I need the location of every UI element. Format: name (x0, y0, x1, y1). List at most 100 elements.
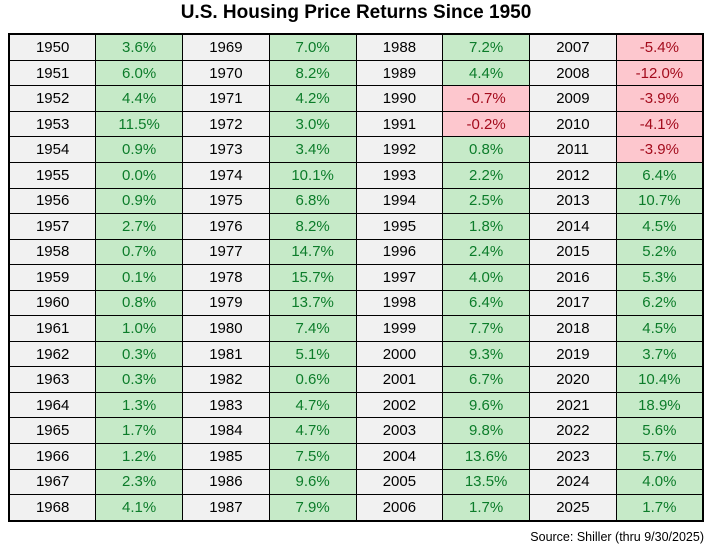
return-cell: 10.4% (615, 366, 704, 393)
year-cell: 1987 (182, 494, 270, 522)
return-cell: 0.3% (95, 366, 183, 393)
return-cell: 8.2% (268, 213, 357, 240)
return-cell: -12.0% (615, 59, 704, 87)
year-cell: 2008 (529, 59, 617, 87)
return-cell: 11.5% (95, 110, 183, 138)
return-cell: 14.7% (268, 238, 357, 266)
return-cell: 3.6% (95, 33, 183, 61)
year-cell: 1960 (8, 289, 97, 317)
return-cell: 6.0% (95, 59, 183, 87)
return-cell: 5.6% (615, 417, 704, 444)
year-cell: 1988 (355, 33, 444, 61)
return-cell: 5.3% (615, 264, 704, 291)
year-cell: 1989 (355, 59, 444, 87)
table-row: 1953 11.5% 1972 3.0% 1991 -0.2% 2010 -4.1% (8, 110, 704, 138)
table-row: 1950 3.6% 1969 7.0% 1988 7.2% 2007 -5.4% (8, 33, 704, 61)
return-cell: -0.7% (442, 85, 530, 112)
year-cell: 2025 (529, 494, 617, 522)
year-cell: 2023 (529, 442, 617, 470)
return-cell: 6.7% (442, 366, 530, 393)
year-cell: 1963 (8, 366, 97, 393)
return-cell: 1.2% (95, 442, 183, 470)
table-row: 1954 0.9% 1973 3.4% 1992 0.8% 2011 -3.9% (8, 136, 704, 163)
table-row: 1967 2.3% 1986 9.6% 2005 13.5% 2024 4.0% (8, 468, 704, 496)
year-cell: 2005 (355, 468, 444, 496)
year-cell: 1966 (8, 442, 97, 470)
year-cell: 2007 (529, 33, 617, 61)
year-cell: 1958 (8, 238, 97, 266)
year-cell: 1973 (182, 136, 270, 163)
return-cell: 15.7% (268, 264, 357, 291)
year-cell: 2006 (355, 494, 444, 522)
return-cell: 4.0% (615, 468, 704, 496)
year-cell: 1962 (8, 340, 97, 368)
return-cell: 3.0% (268, 110, 357, 138)
return-cell: -4.1% (615, 110, 704, 138)
table-row: 1964 1.3% 1983 4.7% 2002 9.6% 2021 18.9% (8, 391, 704, 419)
year-cell: 1993 (355, 161, 444, 189)
return-cell: 4.4% (95, 85, 183, 112)
return-cell: 3.7% (615, 340, 704, 368)
return-cell: 0.8% (442, 136, 530, 163)
return-cell: 0.1% (95, 264, 183, 291)
year-cell: 1954 (8, 136, 97, 163)
return-cell: 10.1% (268, 161, 357, 189)
year-cell: 1975 (182, 187, 270, 215)
year-cell: 2003 (355, 417, 444, 444)
return-cell: 6.8% (268, 187, 357, 215)
table-row: 1966 1.2% 1985 7.5% 2004 13.6% 2023 5.7% (8, 442, 704, 470)
return-cell: 10.7% (615, 187, 704, 215)
year-cell: 1997 (355, 264, 444, 291)
year-cell: 2001 (355, 366, 444, 393)
year-cell: 1984 (182, 417, 270, 444)
return-cell: 6.2% (615, 289, 704, 317)
year-cell: 1956 (8, 187, 97, 215)
year-cell: 1965 (8, 417, 97, 444)
return-cell: 8.2% (268, 59, 357, 87)
year-cell: 1991 (355, 110, 444, 138)
table-row: 1952 4.4% 1971 4.2% 1990 -0.7% 2009 -3.9% (8, 85, 704, 112)
return-cell: 13.5% (442, 468, 530, 496)
year-cell: 2022 (529, 417, 617, 444)
year-cell: 1976 (182, 213, 270, 240)
year-cell: 1980 (182, 315, 270, 342)
year-cell: 2021 (529, 391, 617, 419)
return-cell: 2.3% (95, 468, 183, 496)
year-cell: 1952 (8, 85, 97, 112)
return-cell: 0.6% (268, 366, 357, 393)
housing-returns-table-body: 1950 3.6% 1969 7.0% 1988 7.2% 2007 -5.4% 1951 6.0… (8, 33, 704, 522)
return-cell: 6.4% (442, 289, 530, 317)
year-cell: 1955 (8, 161, 97, 189)
return-cell: 4.0% (442, 264, 530, 291)
return-cell: -0.2% (442, 110, 530, 138)
return-cell: 0.3% (95, 340, 183, 368)
return-cell: 7.2% (442, 33, 530, 61)
year-cell: 1950 (8, 33, 97, 61)
return-cell: 0.9% (95, 136, 183, 163)
year-cell: 1985 (182, 442, 270, 470)
table-row: 1959 0.1% 1978 15.7% 1997 4.0% 2016 5.3% (8, 264, 704, 291)
year-cell: 2019 (529, 340, 617, 368)
return-cell: -3.9% (615, 136, 704, 163)
return-cell: 18.9% (615, 391, 704, 419)
return-cell: 4.7% (268, 391, 357, 419)
table-row: 1968 4.1% 1987 7.9% 2006 1.7% 2025 1.7% (8, 494, 704, 522)
return-cell: 2.5% (442, 187, 530, 215)
year-cell: 1983 (182, 391, 270, 419)
year-cell: 1969 (182, 33, 270, 61)
return-cell: -5.4% (615, 33, 704, 61)
return-cell: 0.0% (95, 161, 183, 189)
return-cell: 2.7% (95, 213, 183, 240)
return-cell: 1.0% (95, 315, 183, 342)
table-row: 1962 0.3% 1981 5.1% 2000 9.3% 2019 3.7% (8, 340, 704, 368)
return-cell: -3.9% (615, 85, 704, 112)
table-row: 1960 0.8% 1979 13.7% 1998 6.4% 2017 6.2% (8, 289, 704, 317)
year-cell: 1961 (8, 315, 97, 342)
year-cell: 1992 (355, 136, 444, 163)
year-cell: 2012 (529, 161, 617, 189)
year-cell: 1971 (182, 85, 270, 112)
return-cell: 9.6% (268, 468, 357, 496)
year-cell: 1967 (8, 468, 97, 496)
return-cell: 6.4% (615, 161, 704, 189)
